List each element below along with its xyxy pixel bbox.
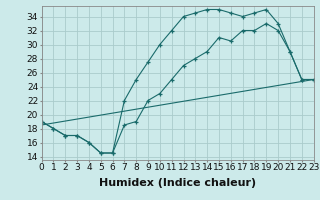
- X-axis label: Humidex (Indice chaleur): Humidex (Indice chaleur): [99, 178, 256, 188]
